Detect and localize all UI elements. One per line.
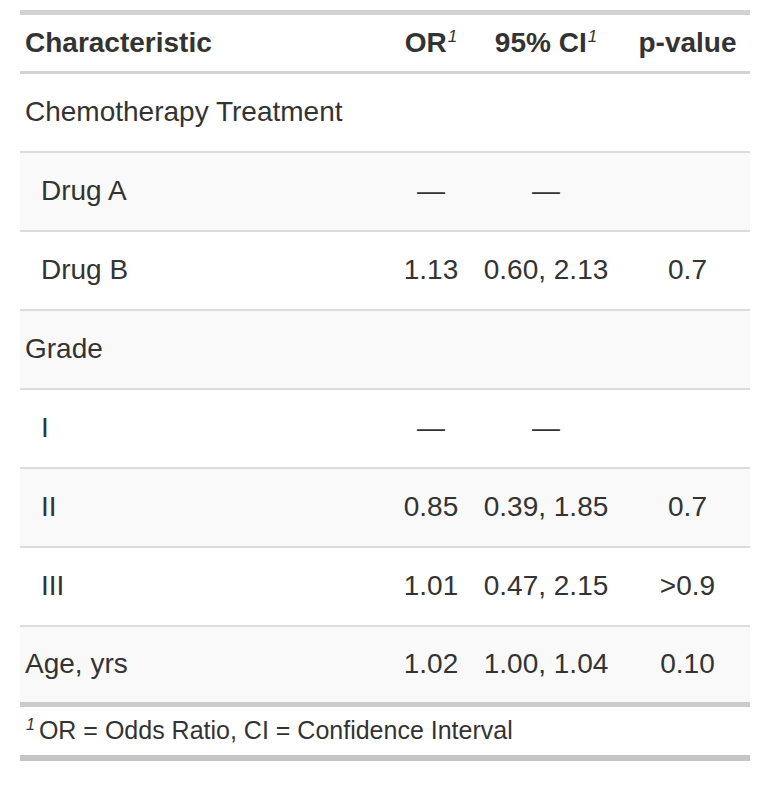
header-characteristic-label: Characteristic: [25, 27, 212, 58]
table-body: Chemotherapy Treatment Drug A — — Drug B…: [20, 73, 750, 705]
row-label: Age, yrs: [20, 626, 395, 705]
p-value: [625, 310, 750, 389]
footnote-marker: 1: [25, 716, 39, 733]
header-or: OR1: [395, 13, 467, 73]
table-row-grade-3: III 1.01 0.47, 2.15 >0.9: [20, 547, 750, 626]
row-label: III: [20, 547, 395, 626]
or-value: —: [395, 152, 467, 231]
table-row-drug-b: Drug B 1.13 0.60, 2.13 0.7: [20, 231, 750, 310]
or-value: 1.13: [395, 231, 467, 310]
header-ci-label: 95% CI: [495, 27, 587, 58]
p-value: 0.10: [625, 626, 750, 705]
table-header: Characteristic OR1 95% CI1 p-value: [20, 13, 750, 73]
ci-value: 0.39, 1.85: [467, 468, 625, 547]
or-value: 1.01: [395, 547, 467, 626]
p-value: [625, 73, 750, 152]
row-label: II: [20, 468, 395, 547]
ci-footnote-marker: 1: [587, 27, 597, 46]
ci-value: —: [467, 389, 625, 468]
table-footer: 1OR = Odds Ratio, CI = Confidence Interv…: [20, 705, 750, 758]
footnote-row: 1OR = Odds Ratio, CI = Confidence Interv…: [20, 705, 750, 758]
ci-value: 1.00, 1.04: [467, 626, 625, 705]
row-label: I: [20, 389, 395, 468]
or-value: [395, 310, 467, 389]
header-or-label: OR: [405, 27, 447, 58]
table-row-grade-1: I — —: [20, 389, 750, 468]
table-row-group-grade: Grade: [20, 310, 750, 389]
row-label: Chemotherapy Treatment: [20, 73, 395, 152]
table-row-group-chemotherapy: Chemotherapy Treatment: [20, 73, 750, 152]
ci-value: 0.60, 2.13: [467, 231, 625, 310]
row-label: Drug A: [20, 152, 395, 231]
or-value: 1.02: [395, 626, 467, 705]
p-value: [625, 152, 750, 231]
table-row-drug-a: Drug A — —: [20, 152, 750, 231]
footnote: 1OR = Odds Ratio, CI = Confidence Interv…: [20, 705, 750, 758]
header-p-value: p-value: [625, 13, 750, 73]
row-label: Drug B: [20, 231, 395, 310]
or-value: —: [395, 389, 467, 468]
table-row-grade-2: II 0.85 0.39, 1.85 0.7: [20, 468, 750, 547]
header-row: Characteristic OR1 95% CI1 p-value: [20, 13, 750, 73]
regression-summary-table: Characteristic OR1 95% CI1 p-value Chemo…: [20, 10, 750, 761]
p-value: >0.9: [625, 547, 750, 626]
ci-value: 0.47, 2.15: [467, 547, 625, 626]
ci-value: [467, 73, 625, 152]
row-label: Grade: [20, 310, 395, 389]
ci-value: —: [467, 152, 625, 231]
ci-value: [467, 310, 625, 389]
p-value: 0.7: [625, 468, 750, 547]
header-characteristic: Characteristic: [20, 13, 395, 73]
header-p-value-label: p-value: [638, 27, 736, 58]
footnote-text: OR = Odds Ratio, CI = Confidence Interva…: [39, 716, 513, 744]
p-value: [625, 389, 750, 468]
or-value: 0.85: [395, 468, 467, 547]
p-value: 0.7: [625, 231, 750, 310]
page: Characteristic OR1 95% CI1 p-value Chemo…: [0, 0, 760, 791]
header-ci: 95% CI1: [467, 13, 625, 73]
or-footnote-marker: 1: [447, 27, 457, 46]
or-value: [395, 73, 467, 152]
table-row-age: Age, yrs 1.02 1.00, 1.04 0.10: [20, 626, 750, 705]
